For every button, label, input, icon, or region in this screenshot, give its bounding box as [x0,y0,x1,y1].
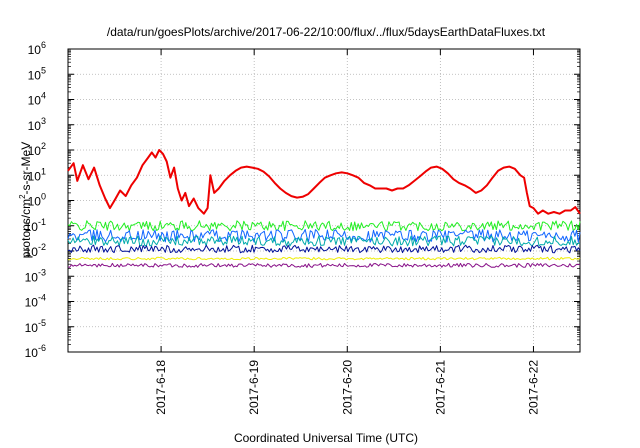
x-tick-labels: 2017-6-18 2017-6-19 2017-6-20 2017-6-21 2017… [154,360,540,415]
y-tick-label: 10-6 [25,343,46,360]
y-tick-label: 102 [28,141,46,158]
y-tick-label: 10-5 [25,318,46,335]
x-tick-label: 2017-6-19 [247,360,261,415]
x-axis-label: Coordinated Universal Time (UTC) [234,431,418,445]
y-axis-label: protons/cm2-s-sr-MeV [18,142,33,258]
series-line-2 [67,229,581,243]
axis-ticks [68,48,580,353]
y-tick-label: 103 [28,116,46,133]
x-tick-label: 2017-6-20 [340,360,354,415]
y-tick-label: 10-4 [25,293,46,310]
grid-lines [68,49,580,352]
y-tick-label: 10-3 [25,267,46,284]
y-tick-label: 10-2 [25,242,46,259]
series-line-4 [67,244,581,254]
y-tick-label: 104 [28,91,46,108]
data-series [67,149,581,268]
series-line-1 [67,220,581,232]
series-line-5 [67,256,581,261]
y-tick-labels: 106 105 104 103 102 101 100 10-1 10-2 10-3 10-4 10-… [25,40,46,360]
y-tick-label: 105 [28,65,46,82]
y-tick-label: 10-1 [25,217,46,234]
y-tick-label: 101 [28,166,46,183]
series-line-3 [67,235,581,247]
x-tick-label: 2017-6-22 [526,360,540,415]
x-tick-label: 2017-6-18 [154,360,168,415]
series-line-0 [67,149,581,215]
chart-title: /data/run/goesPlots/archive/2017-06-22/1… [107,25,546,39]
y-tick-label: 100 [28,192,46,209]
y-tick-label: 106 [28,40,46,57]
x-tick-label: 2017-6-21 [433,360,447,415]
series-line-6 [67,262,581,268]
